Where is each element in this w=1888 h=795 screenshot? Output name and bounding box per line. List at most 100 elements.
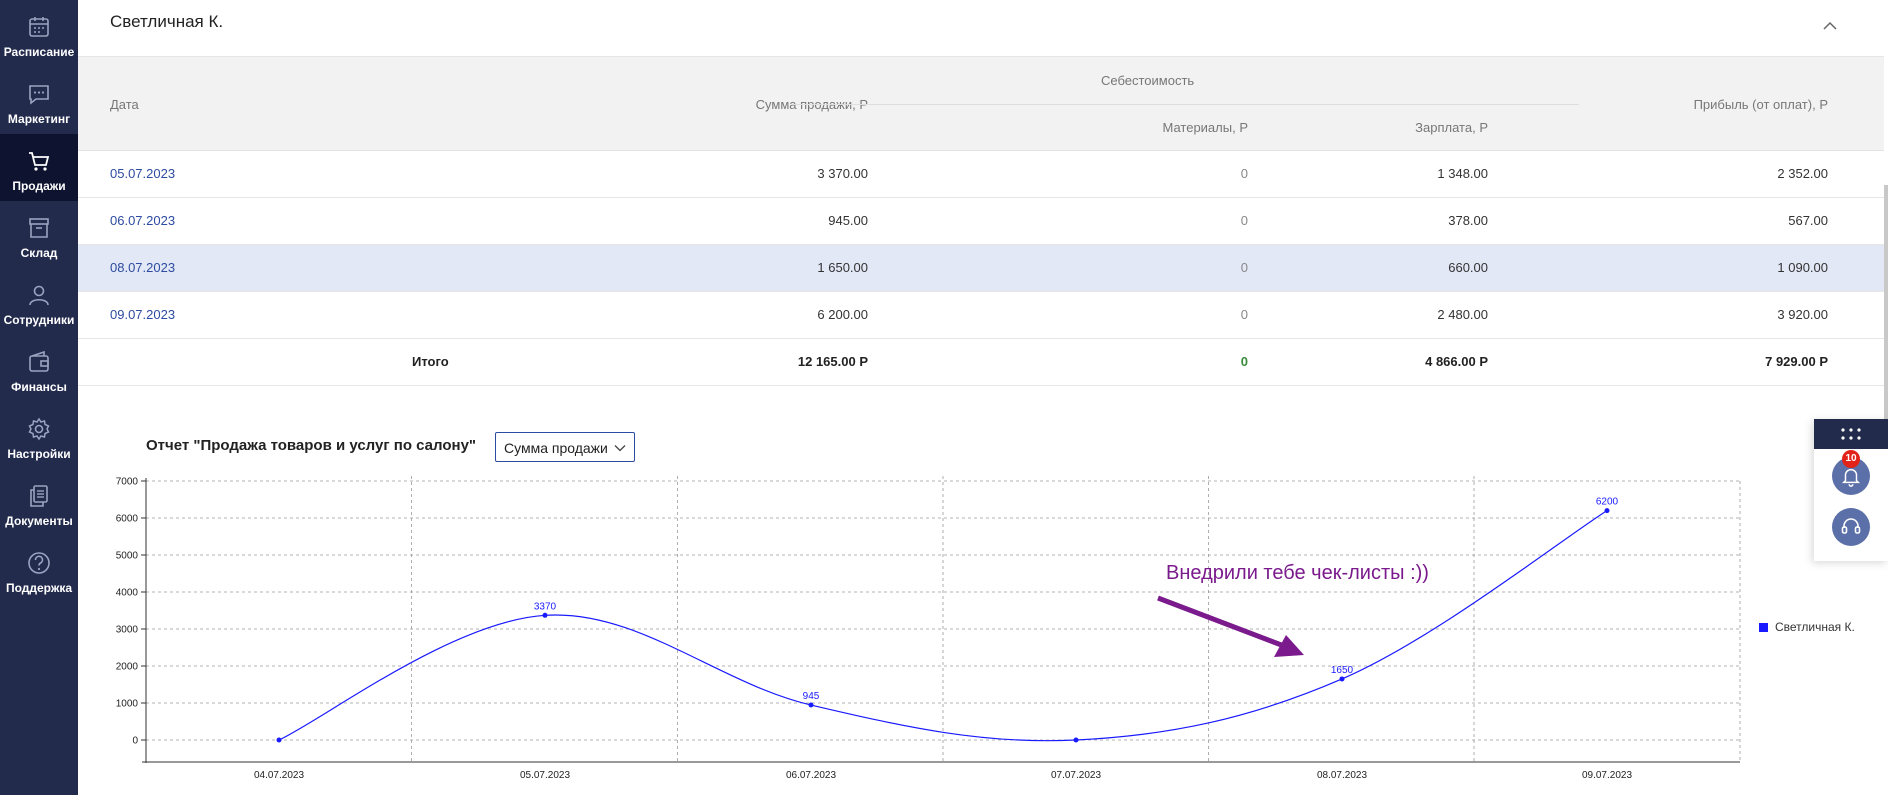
legend-label: Светличная К. <box>1775 620 1855 634</box>
row-sales: 1 650.00 <box>817 260 868 275</box>
row-salary: 378.00 <box>1448 213 1488 228</box>
report-title: Отчет "Продажа товаров и услуг по салону… <box>146 437 477 454</box>
annotation-text: Внедрили тебе чек-листы :)) <box>1166 562 1429 584</box>
total-sales: 12 165.00 Р <box>797 354 868 369</box>
metric-select[interactable]: Сумма продажи <box>495 432 635 462</box>
data-label: 3370 <box>534 601 557 612</box>
y-tick-label: 2000 <box>116 662 139 673</box>
total-label: Итого <box>412 354 449 369</box>
chart-legend: Светличная К. <box>1759 620 1855 634</box>
row-materials: 0 <box>1240 307 1248 322</box>
sidebar-item-8[interactable]: Поддержка <box>0 536 78 603</box>
sidebar-item-7[interactable]: Документы <box>0 469 78 536</box>
sidebar-item-4[interactable]: Сотрудники <box>0 268 78 335</box>
cart-icon <box>29 152 50 171</box>
sidebar-item-5[interactable]: Финансы <box>0 335 78 402</box>
metric-select-value: Сумма продажи <box>504 440 608 456</box>
calendar-icon <box>29 17 49 37</box>
dots-grid-icon <box>1841 428 1861 440</box>
row-materials: 0 <box>1240 213 1248 228</box>
y-tick-label: 1000 <box>116 699 139 710</box>
sidebar-item-2[interactable]: Продажи <box>0 134 78 201</box>
row-profit: 1 090.00 <box>1777 260 1828 275</box>
data-point <box>1604 508 1610 514</box>
gear-icon <box>28 417 50 441</box>
x-tick-label: 04.07.2023 <box>254 770 304 781</box>
legend-swatch <box>1759 622 1768 632</box>
notification-count-badge: 10 <box>1842 450 1860 468</box>
floating-widget: 10 <box>1814 419 1888 561</box>
y-tick-label: 0 <box>132 736 138 747</box>
help-icon <box>28 552 50 574</box>
table-row: 09.07.2023 6 200.00 0 2 480.00 3 920.00 <box>78 292 1884 339</box>
widget-menu-button[interactable] <box>1814 419 1888 449</box>
row-date-link[interactable]: 05.07.2023 <box>110 166 176 181</box>
column-header-materials: Материалы, Р <box>1162 120 1248 135</box>
main-content: Светличная К. Дата Сумма продажи, Р Себе… <box>78 0 1888 795</box>
total-profit: 7 929.00 Р <box>1765 354 1828 369</box>
y-tick-label: 6000 <box>116 514 139 525</box>
column-header-date: Дата <box>110 97 139 112</box>
column-header-salary: Зарплата, Р <box>1415 120 1488 135</box>
row-materials: 0 <box>1240 166 1248 181</box>
column-header-cost-group: Себестоимость <box>1101 73 1195 88</box>
sidebar-item-label: Склад <box>20 246 58 260</box>
headset-icon <box>1841 518 1861 534</box>
y-tick-label: 4000 <box>116 588 139 599</box>
sidebar-item-0[interactable]: Расписание <box>0 0 78 67</box>
employee-section-header[interactable]: Светличная К. <box>78 0 1884 57</box>
row-sales: 6 200.00 <box>817 307 868 322</box>
y-tick-label: 7000 <box>116 477 139 488</box>
chat-icon <box>29 85 49 105</box>
row-date-link[interactable]: 06.07.2023 <box>110 213 176 228</box>
chevron-up-icon <box>1823 21 1837 30</box>
sidebar-item-label: Документы <box>5 514 73 528</box>
sidebar-item-1[interactable]: Маркетинг <box>0 67 78 134</box>
row-date-link[interactable]: 09.07.2023 <box>110 307 176 322</box>
header-divider <box>793 104 1579 105</box>
total-materials: 0 <box>1240 354 1248 369</box>
y-tick-label: 3000 <box>116 625 139 636</box>
support-button[interactable] <box>1832 508 1870 546</box>
data-point <box>1339 676 1345 682</box>
data-point <box>276 737 282 743</box>
sidebar-item-3[interactable]: Склад <box>0 201 78 268</box>
row-sales: 3 370.00 <box>817 166 868 181</box>
user-icon <box>29 285 49 306</box>
sales-line-chart: 7000 6000 5000 4000 3000 2000 1000 0 04.07.2023 0… <box>116 476 1741 781</box>
row-date-link[interactable]: 08.07.2023 <box>110 260 176 275</box>
table-total-row: Итого 12 165.00 Р 0 4 866.00 Р 7 929.00 … <box>78 339 1884 386</box>
documents-icon <box>30 485 48 507</box>
data-label: 6200 <box>1596 497 1619 508</box>
data-point <box>1073 737 1079 743</box>
table-row-highlighted: 08.07.2023 1 650.00 0 660.00 1 090.00 <box>78 245 1884 292</box>
row-sales: 945.00 <box>828 213 868 228</box>
x-tick-label: 09.07.2023 <box>1582 770 1632 781</box>
data-point <box>808 702 814 708</box>
employee-name: Светличная К. <box>110 12 224 31</box>
annotation-arrow-icon <box>1157 595 1304 657</box>
sidebar-item-label: Продажи <box>12 179 66 193</box>
collapse-button[interactable] <box>1818 14 1842 38</box>
table-header: Дата Сумма продажи, Р Себестоимость Мате… <box>78 57 1884 151</box>
row-profit: 567.00 <box>1788 213 1828 228</box>
table-row: 06.07.2023 945.00 0 378.00 567.00 <box>78 198 1884 245</box>
scrollbar[interactable] <box>1884 185 1888 419</box>
chevron-down-icon <box>614 445 626 452</box>
sidebar-item-label: Сотрудники <box>3 313 75 327</box>
y-tick-label: 5000 <box>116 551 139 562</box>
row-profit: 3 920.00 <box>1777 307 1828 322</box>
x-tick-label: 06.07.2023 <box>786 770 836 781</box>
x-tick-label: 08.07.2023 <box>1317 770 1367 781</box>
series-line <box>278 510 1608 742</box>
row-salary: 660.00 <box>1448 260 1488 275</box>
data-label: 945 <box>803 691 820 702</box>
row-salary: 1 348.00 <box>1437 166 1488 181</box>
row-profit: 2 352.00 <box>1777 166 1828 181</box>
bell-icon <box>1841 468 1861 487</box>
table-row: 05.07.2023 3 370.00 0 1 348.00 2 352.00 <box>78 151 1884 198</box>
sidebar-item-6[interactable]: Настройки <box>0 402 78 469</box>
data-point <box>542 612 548 618</box>
sidebar-item-label: Финансы <box>11 380 67 394</box>
x-tick-label: 05.07.2023 <box>520 770 570 781</box>
